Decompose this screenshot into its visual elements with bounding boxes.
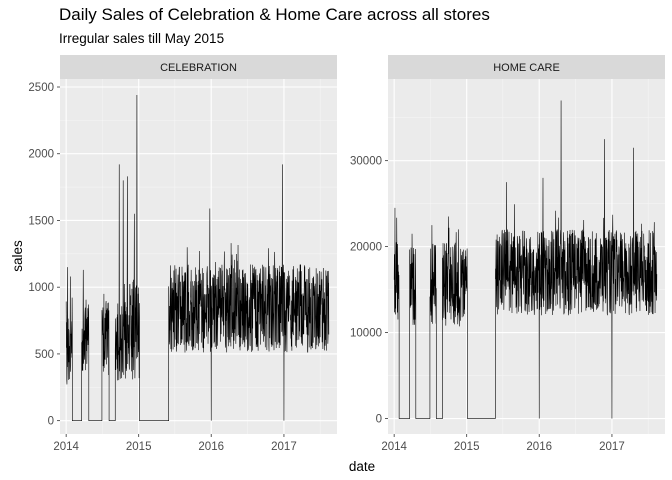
y-tick-label: 2000 [28, 149, 54, 161]
y-tick-label: 20000 [350, 242, 382, 254]
y-tick-label: 0 [48, 416, 54, 428]
y-axis-title: sales [10, 240, 25, 272]
y-tick-label: 10000 [350, 328, 382, 340]
x-tick-label: 2015 [454, 441, 480, 453]
facet-strip-celebration [60, 55, 337, 79]
y-tick-label: 0 [376, 414, 382, 426]
x-tick-label: 2014 [381, 441, 407, 453]
x-tick-label: 2016 [198, 441, 224, 453]
y-tick-label: 500 [35, 349, 54, 361]
facet-strip-home-care [388, 55, 665, 79]
x-tick-label: 2014 [53, 441, 79, 453]
y-tick-label: 30000 [350, 156, 382, 168]
x-tick-label: 2015 [126, 441, 152, 453]
y-tick-label: 2500 [28, 82, 54, 94]
y-axis-ticks-celebration: 0 500 1000 1500 2000 2500 [28, 82, 60, 428]
x-tick-label: 2017 [599, 441, 625, 453]
series-line-home-care [393, 100, 658, 419]
x-tick-label: 2016 [526, 441, 552, 453]
series-line-celebration [65, 95, 330, 421]
x-axis-title: date [349, 459, 375, 474]
x-axis-ticks-home-care: 2014 2015 2016 2017 [381, 434, 625, 453]
x-axis-ticks-celebration: 2014 2015 2016 2017 [53, 434, 297, 453]
x-tick-label: 2017 [271, 441, 297, 453]
y-tick-label: 1500 [28, 215, 54, 227]
y-axis-ticks-home-care: 0 10000 20000 30000 [350, 156, 388, 426]
facet-label-celebration: CELEBRATION [160, 62, 237, 74]
panel-background-celebration [60, 79, 337, 434]
chart-title: Daily Sales of Celebration & Home Care a… [59, 5, 490, 24]
facet-label-home-care: HOME CARE [493, 62, 560, 74]
chart-subtitle: Irregular sales till May 2015 [59, 31, 225, 46]
y-tick-label: 1000 [28, 282, 54, 294]
